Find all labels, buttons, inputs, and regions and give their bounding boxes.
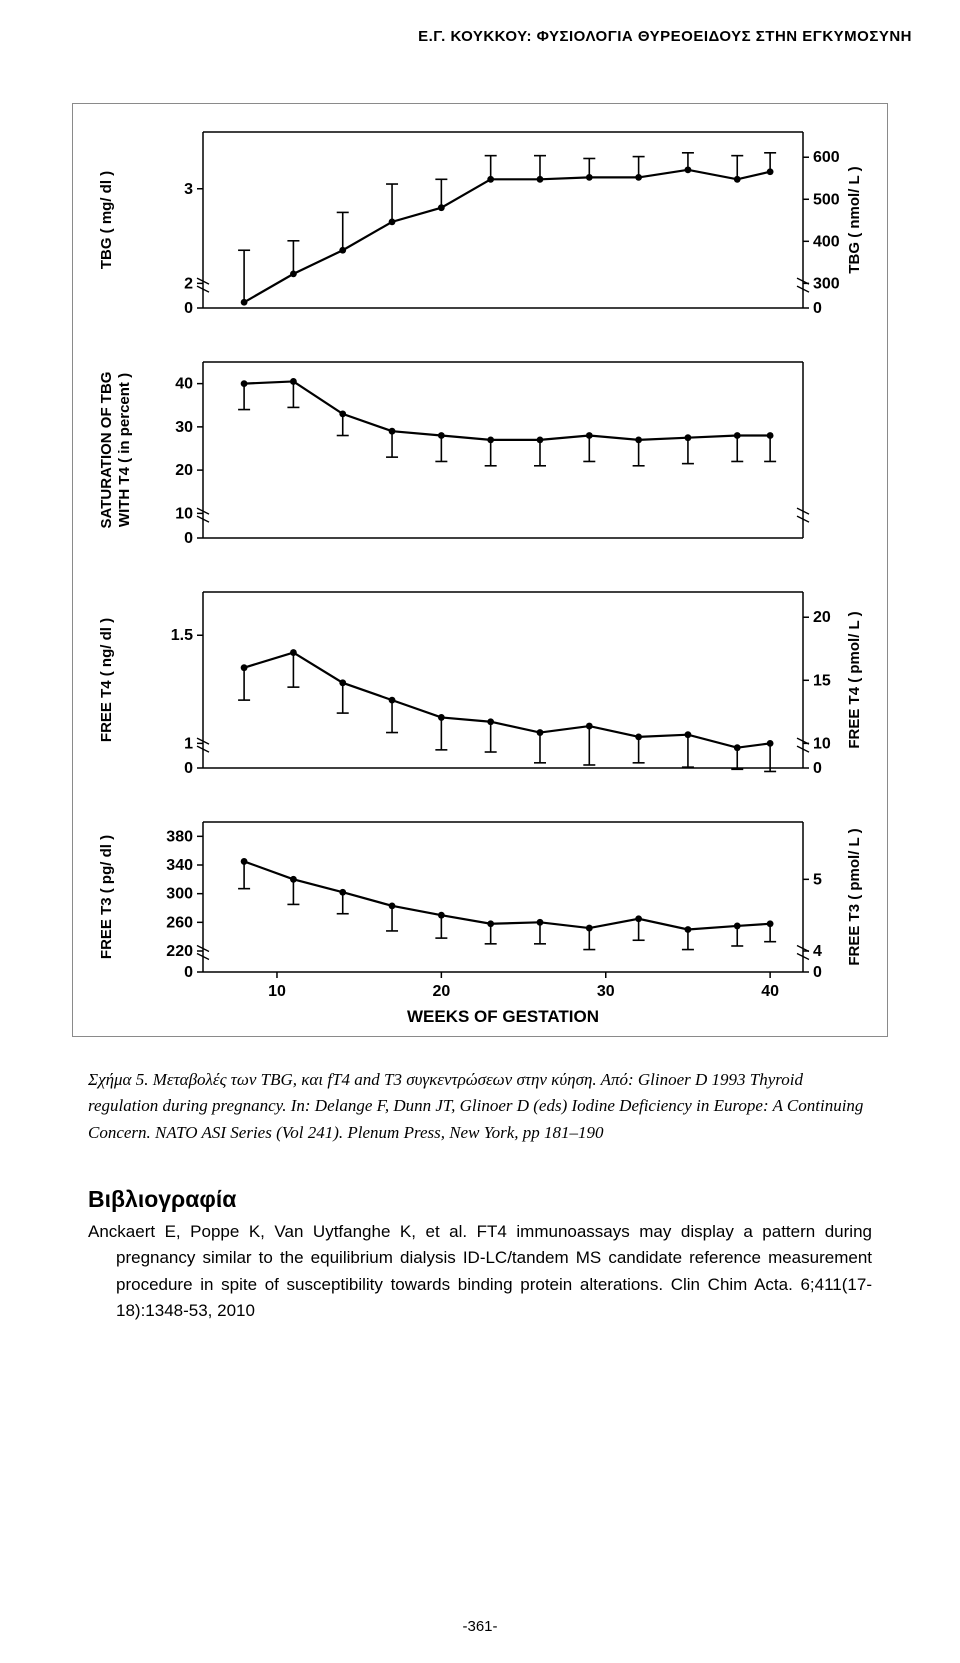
svg-text:15: 15 [813,672,831,689]
svg-text:3: 3 [184,181,193,198]
svg-text:380: 380 [166,828,193,845]
svg-text:WITH T4 ( in percent ): WITH T4 ( in percent ) [116,373,133,527]
running-head: Ε.Γ. ΚΟΥΚΚΟΥ: ΦΥΣΙΟΛΟΓΙΑ ΘΥΡΕΟΕΙΔΟΥΣ ΣΤΗ… [0,0,960,45]
chart-panels: 0230300400500600TBG ( mg/ dl )TBG ( nmol… [83,112,877,1032]
bibliography-item: Anckaert E, Poppe K, Van Uytfanghe K, et… [88,1219,872,1324]
svg-text:0: 0 [813,964,822,981]
svg-text:1: 1 [184,735,193,752]
svg-text:0: 0 [184,760,193,777]
svg-text:300: 300 [166,886,193,903]
svg-text:5: 5 [813,871,822,888]
svg-text:TBG ( mg/ dl ): TBG ( mg/ dl ) [98,171,115,269]
svg-text:10: 10 [813,735,831,752]
page-number: -361- [0,1618,960,1635]
svg-text:600: 600 [813,149,840,166]
figure-container: 0230300400500600TBG ( mg/ dl )TBG ( nmol… [72,103,888,1037]
svg-text:WEEKS OF GESTATION: WEEKS OF GESTATION [407,1007,599,1026]
svg-text:TBG ( nmol/ L ): TBG ( nmol/ L ) [846,166,863,273]
svg-text:220: 220 [166,943,193,960]
svg-text:FREE T4 ( pmol/ L ): FREE T4 ( pmol/ L ) [846,611,863,748]
svg-text:20: 20 [175,462,193,479]
svg-text:40: 40 [761,983,779,1000]
svg-text:1.5: 1.5 [171,627,193,644]
svg-text:2: 2 [184,275,193,292]
svg-text:340: 340 [166,857,193,874]
svg-text:300: 300 [813,275,840,292]
figure-caption: Σχήμα 5. Μεταβολές των TBG, και fT4 and … [88,1067,872,1146]
svg-text:30: 30 [175,419,193,436]
chart-panel-tbg: 0 2 3 0 300 400 500 600 TBG ( mg/ dl ) TBG ( nmol… [83,112,873,342]
svg-text:40: 40 [175,376,193,393]
bibliography-list: Anckaert E, Poppe K, Van Uytfanghe K, et… [88,1219,872,1324]
chart-panel-ft3: 0 220 260 300 340 380 0 4 5 10 20 30 40 WEEKS OF GEST… [83,802,873,1032]
svg-text:0: 0 [184,964,193,981]
svg-text:0: 0 [813,760,822,777]
svg-text:FREE T4 ( ng/ dl ): FREE T4 ( ng/ dl ) [98,618,115,742]
chart-panel-ft4: 0 1 1.5 0 10 15 20 FREE T4 ( ng/ dl ) FREE T4 ( … [83,572,873,802]
svg-text:20: 20 [813,609,831,626]
svg-text:0: 0 [184,300,193,317]
chart-panel-sat: 0 10 20 30 40 SATURATION OF TBGWITH T4 ( in p… [83,342,873,572]
svg-text:10: 10 [268,983,286,1000]
svg-text:0: 0 [813,300,822,317]
svg-text:SATURATION OF TBG: SATURATION OF TBG [98,372,115,529]
svg-text:FREE T3 ( pmol/ L ): FREE T3 ( pmol/ L ) [846,828,863,965]
svg-text:260: 260 [166,914,193,931]
svg-text:4: 4 [813,943,822,960]
svg-text:500: 500 [813,191,840,208]
svg-text:0: 0 [184,530,193,547]
svg-text:10: 10 [175,505,193,522]
svg-text:400: 400 [813,233,840,250]
bibliography-heading: Βιβλιογραφία [88,1186,872,1213]
svg-text:FREE T3 ( pg/ dl ): FREE T3 ( pg/ dl ) [98,835,115,959]
svg-text:20: 20 [432,983,450,1000]
svg-text:30: 30 [597,983,615,1000]
